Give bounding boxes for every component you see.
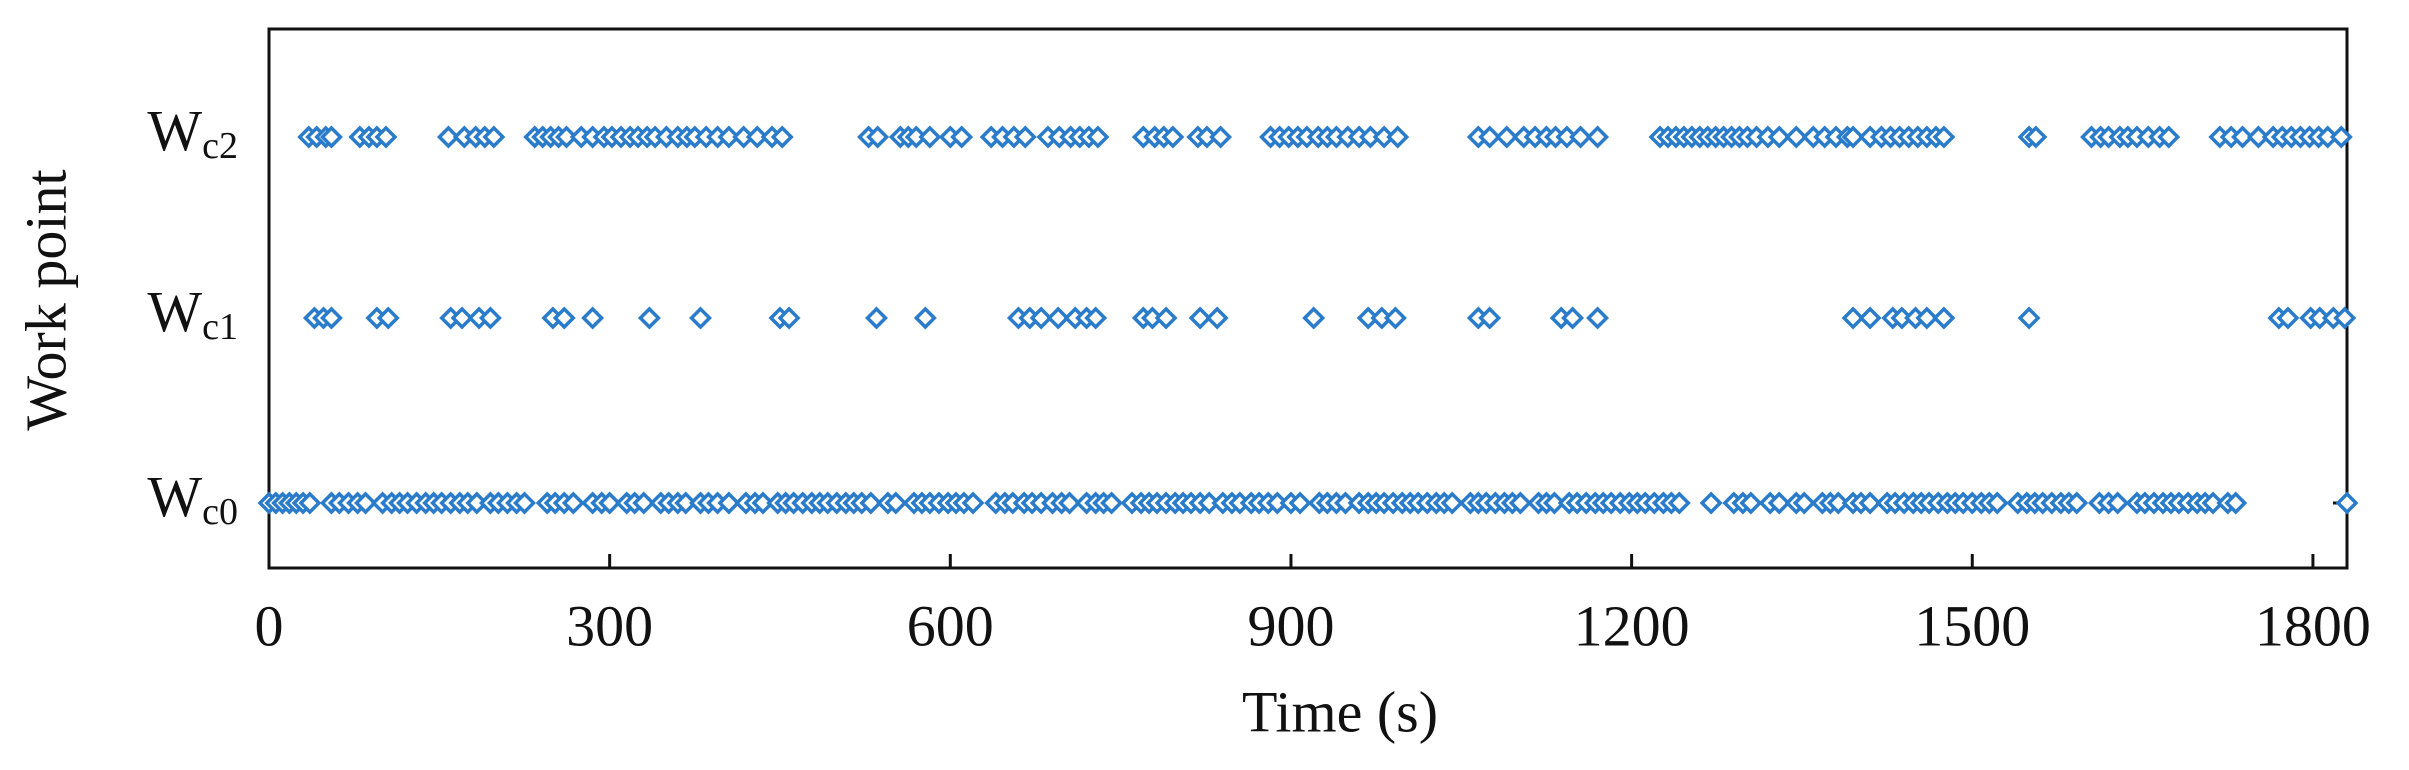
point — [1478, 306, 1502, 330]
point — [2335, 491, 2359, 515]
point — [376, 306, 400, 330]
point — [1205, 306, 1229, 330]
point — [1386, 125, 1410, 149]
x-axis-title: Time (s) — [1242, 679, 1438, 744]
point — [865, 306, 888, 330]
plot-frame — [267, 27, 2349, 570]
x-tick-label: 900 — [1247, 593, 1334, 658]
point — [1586, 306, 1610, 330]
point — [866, 125, 890, 149]
point — [1858, 306, 1882, 330]
point — [1932, 306, 1956, 330]
point — [298, 491, 322, 515]
point — [2157, 125, 2181, 149]
x-tick-label: 1500 — [1914, 593, 2030, 658]
point — [319, 306, 343, 330]
point — [2333, 306, 2357, 330]
point — [770, 125, 794, 149]
point — [1383, 306, 1407, 330]
point — [581, 306, 605, 330]
point — [1154, 306, 1178, 330]
point — [552, 306, 576, 330]
point — [913, 306, 937, 330]
point — [2024, 125, 2048, 149]
point — [1699, 491, 1723, 515]
point — [1932, 125, 1956, 149]
point — [2276, 306, 2300, 330]
point — [1209, 125, 1233, 149]
point — [2329, 125, 2353, 149]
y-tick-label: Wc2 — [147, 98, 238, 166]
point — [1667, 491, 1691, 515]
point — [1086, 125, 1110, 149]
point — [2224, 491, 2248, 515]
point — [1302, 306, 1326, 330]
point — [319, 125, 343, 149]
point — [1586, 125, 1610, 149]
point — [478, 306, 502, 330]
point — [689, 306, 712, 330]
point — [374, 125, 398, 149]
point — [918, 125, 942, 149]
point — [513, 491, 536, 515]
x-tick-label: 0 — [255, 593, 284, 658]
point — [777, 306, 801, 330]
x-tick-label: 1800 — [2255, 593, 2371, 658]
point — [2017, 306, 2041, 330]
y-tick-label: Wc1 — [147, 279, 238, 347]
point — [1084, 306, 1108, 330]
point — [2065, 491, 2089, 515]
point — [950, 125, 974, 149]
y-axis-title: Work point — [13, 169, 78, 430]
point — [482, 125, 506, 149]
x-tick-label: 1200 — [1574, 593, 1690, 658]
point — [637, 306, 661, 330]
x-tick-label: 300 — [566, 593, 653, 658]
point — [961, 491, 985, 515]
x-tick-label: 600 — [907, 593, 994, 658]
point — [1013, 125, 1037, 149]
point — [1561, 306, 1585, 330]
y-tick-label: Wc0 — [147, 464, 238, 532]
point — [1161, 125, 1185, 149]
